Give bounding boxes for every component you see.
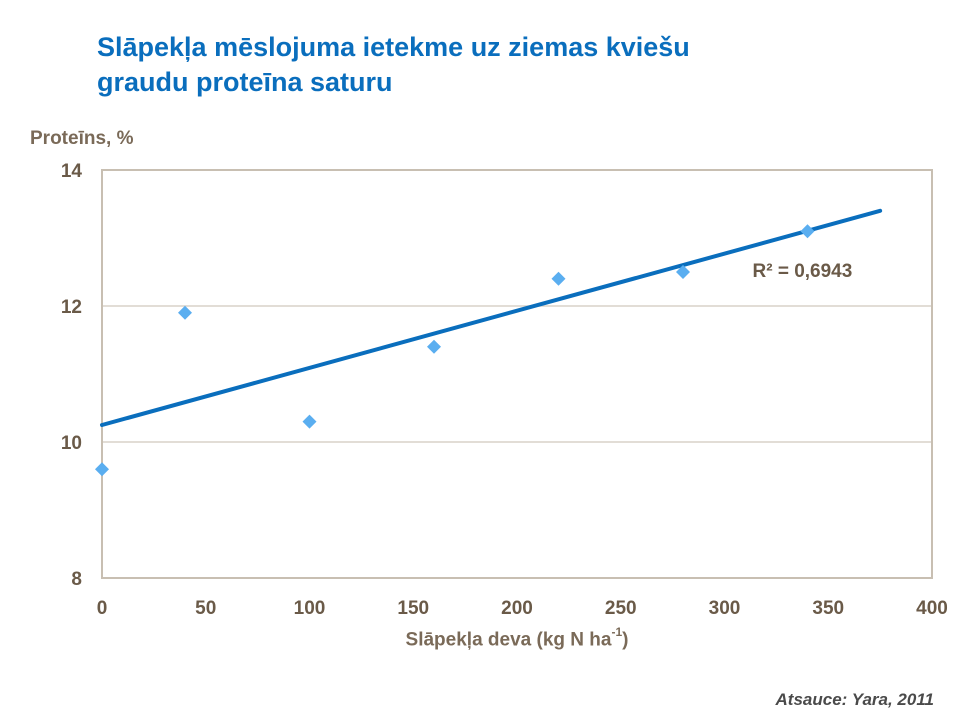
data-point-marker [676,265,690,279]
y-tick-label: 10 [61,433,82,454]
trendline [100,208,883,427]
data-point-marker [302,414,317,429]
y-tick-labels: 8 10 12 14 [61,161,83,590]
x-axis-label-main: Slāpekļa deva (kg N ha [405,629,612,651]
x-tick-label: 50 [195,598,216,619]
y-tick-label: 12 [61,297,82,318]
data-point-marker [95,462,109,477]
x-tick-label: 100 [294,598,326,619]
chart-title-line-1: Slāpekļa mēslojuma ietekme uz ziemas kvi… [97,32,690,62]
y-tick-label: 14 [61,161,83,182]
plot-area-border [101,169,933,579]
x-tick-label: 0 [97,598,108,619]
x-axis-label-end: ) [622,629,629,651]
x-tick-labels: 0 50 100 150 200 250 300 350 400 [97,598,948,619]
data-point-marker [427,339,441,354]
x-tick-label: 350 [812,598,844,619]
source-note: Atsauce: Yara, 2011 [775,690,934,709]
data-point-marker [800,224,815,239]
x-tick-label: 400 [916,598,948,619]
x-tick-label: 300 [709,598,741,619]
x-axis-label: Slāpekļa deva (kg N ha-1) [0,625,960,651]
y-axis-label: Proteīns, % [30,128,134,149]
y-tick-label: 8 [71,569,82,590]
r-squared-label: R² = 0,6943 [753,261,853,282]
x-tick-label: 150 [397,598,429,619]
grid-lines [102,305,932,443]
chart-title-line-2: graudu proteīna saturu [97,67,393,97]
data-points [95,224,815,477]
data-point-marker [178,305,192,320]
data-point-marker [551,271,566,286]
x-tick-label: 250 [605,598,637,619]
x-tick-label: 200 [501,598,533,619]
x-axis-label-superscript: -1 [611,625,623,639]
chart-title: Slāpekļa mēslojuma ietekme uz ziemas kvi… [97,30,897,100]
